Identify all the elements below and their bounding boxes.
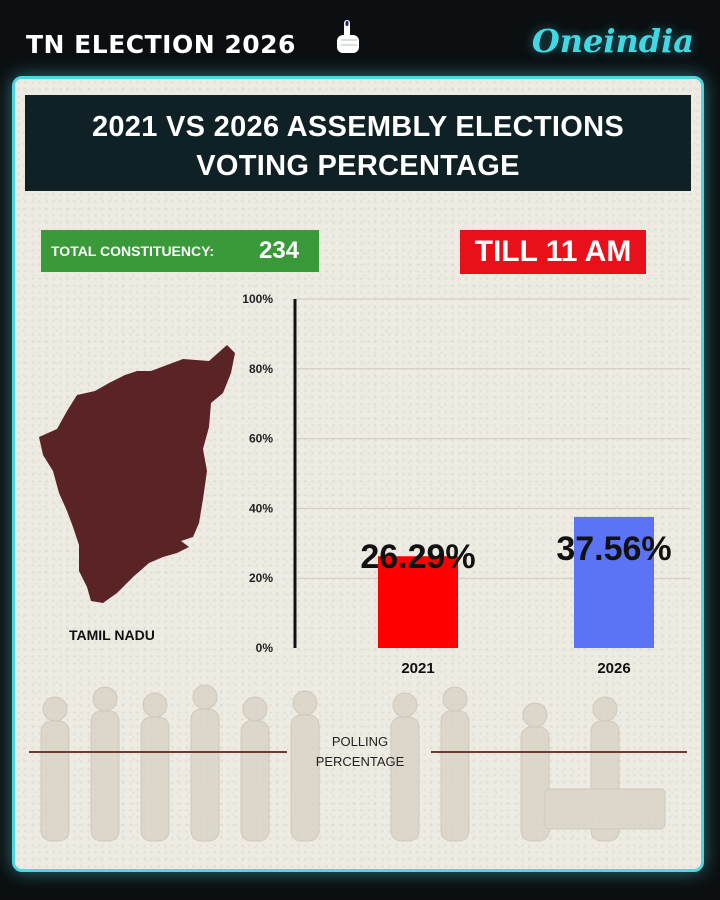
bar-2026	[574, 516, 654, 648]
header-title-line-1: 2021 VS 2026 ASSEMBLY ELECTIONS	[91, 111, 625, 143]
y-tick-label: 20%	[249, 571, 273, 585]
bar-2021	[378, 556, 458, 648]
footer-divider-right	[431, 751, 687, 753]
footer-caption-line-2: PERCENTAGE	[315, 754, 405, 769]
header-title-line-2: VOTING PERCENTAGE	[196, 150, 520, 182]
bar-chart: 0% 20% 40% 60% 80% 100% 26.29% 2021 37.56% 2026	[242, 292, 690, 677]
y-tick-label: 100%	[242, 292, 273, 306]
data-label-2026: 37.56%	[556, 530, 671, 568]
footer-caption-line-1: POLLING	[331, 734, 389, 749]
y-tick-label: 60%	[249, 432, 273, 446]
time-badge: TILL 11 AM	[460, 230, 646, 274]
infographic-card: 2021 VS 2026 ASSEMBLY ELECTIONS VOTING P…	[12, 76, 704, 872]
y-tick-label: 40%	[249, 501, 273, 515]
voting-finger-icon	[337, 20, 359, 53]
state-name-label: TAMIL NADU	[69, 627, 155, 643]
x-tick-label-2026: 2026	[597, 660, 630, 677]
footer-caption: POLLING PERCENTAGE	[290, 732, 430, 772]
chart-header: 2021 VS 2026 ASSEMBLY ELECTIONS VOTING P…	[25, 95, 691, 191]
constituency-count: 234	[259, 237, 300, 264]
top-bar: TN ELECTION 2026 Oneindia	[0, 0, 720, 78]
election-title: TN ELECTION 2026	[26, 30, 296, 59]
tamil-nadu-map-icon	[39, 345, 235, 603]
y-tick-label: 0%	[256, 641, 274, 655]
brand-logo: Oneindia	[531, 22, 694, 60]
footer-divider-left	[29, 751, 287, 753]
x-tick-label-2021: 2021	[401, 660, 434, 677]
y-tick-label: 80%	[249, 362, 273, 376]
constituency-label: TOTAL CONSTITUENCY:	[51, 243, 215, 259]
total-constituency-badge: TOTAL CONSTITUENCY: 234	[41, 230, 319, 272]
data-label-2021: 26.29%	[360, 538, 475, 576]
